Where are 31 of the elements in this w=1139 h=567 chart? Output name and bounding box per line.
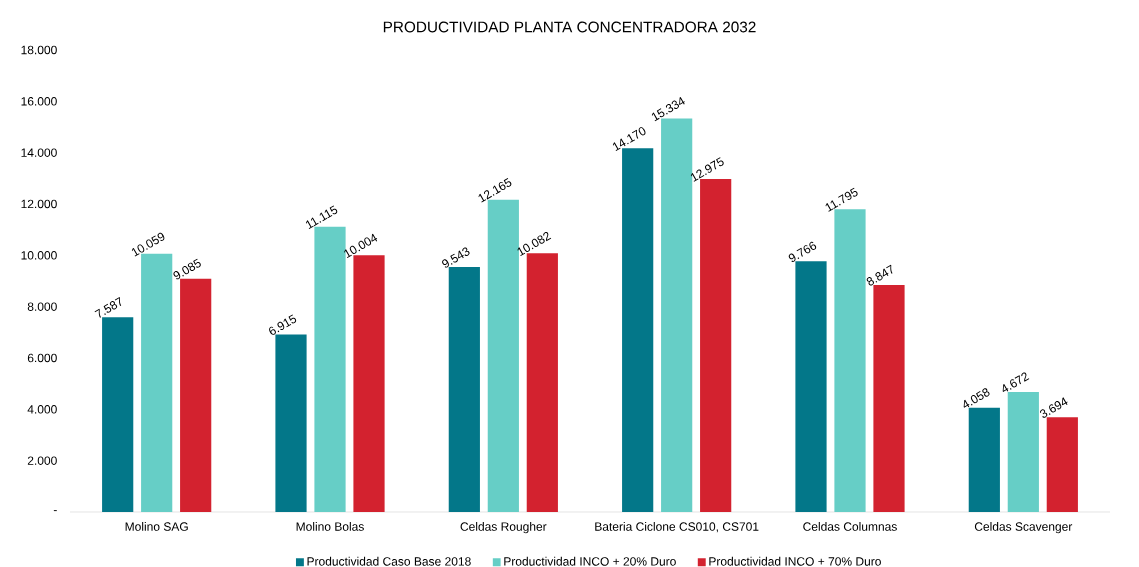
legend-label: Productividad Caso Base 2018 xyxy=(307,556,471,566)
x-tick-label: Molino Bolas xyxy=(296,522,364,531)
x-tick-label: Celdas Rougher xyxy=(460,522,547,534)
bar xyxy=(275,334,307,512)
bar xyxy=(795,261,827,512)
bar xyxy=(873,284,905,512)
legend-label: Productividad INCO + 20% Duro xyxy=(504,556,676,566)
bar xyxy=(102,317,134,512)
y-tick-label: 2.000 xyxy=(27,456,57,465)
y-tick-label: 6.000 xyxy=(27,353,57,363)
x-tick-label: Bateria Ciclone CS010, CS701 xyxy=(595,522,759,533)
data-label: 4.058 xyxy=(963,388,990,408)
bar xyxy=(448,267,480,512)
y-tick-label: 12.000 xyxy=(21,199,57,209)
x-tick-label: Celdas Scavenger xyxy=(974,522,1073,534)
bar xyxy=(1046,417,1078,512)
y-tick-label: 16.000 xyxy=(21,97,57,106)
x-tick-label: Celdas Columnas xyxy=(803,522,897,531)
y-tick-label: 18.000 xyxy=(21,45,57,55)
x-tick-label: Molino SAG xyxy=(125,522,188,531)
y-tick-label: - xyxy=(53,510,57,512)
y-tick-label: 4.000 xyxy=(27,405,57,414)
y-tick-label: 8.000 xyxy=(27,302,57,311)
bar xyxy=(968,407,1000,512)
y-tick-label: 10.000 xyxy=(21,251,57,260)
data-label: 4.672 xyxy=(1002,372,1030,392)
bar xyxy=(1007,392,1039,512)
legend-label: Productividad INCO + 70% Duro xyxy=(709,556,881,566)
chart-title: PRODUCTIVIDAD PLANTA CONCENTRADORA 2032 xyxy=(383,21,756,33)
bar xyxy=(180,278,212,512)
y-tick-label: 14.000 xyxy=(21,148,57,157)
